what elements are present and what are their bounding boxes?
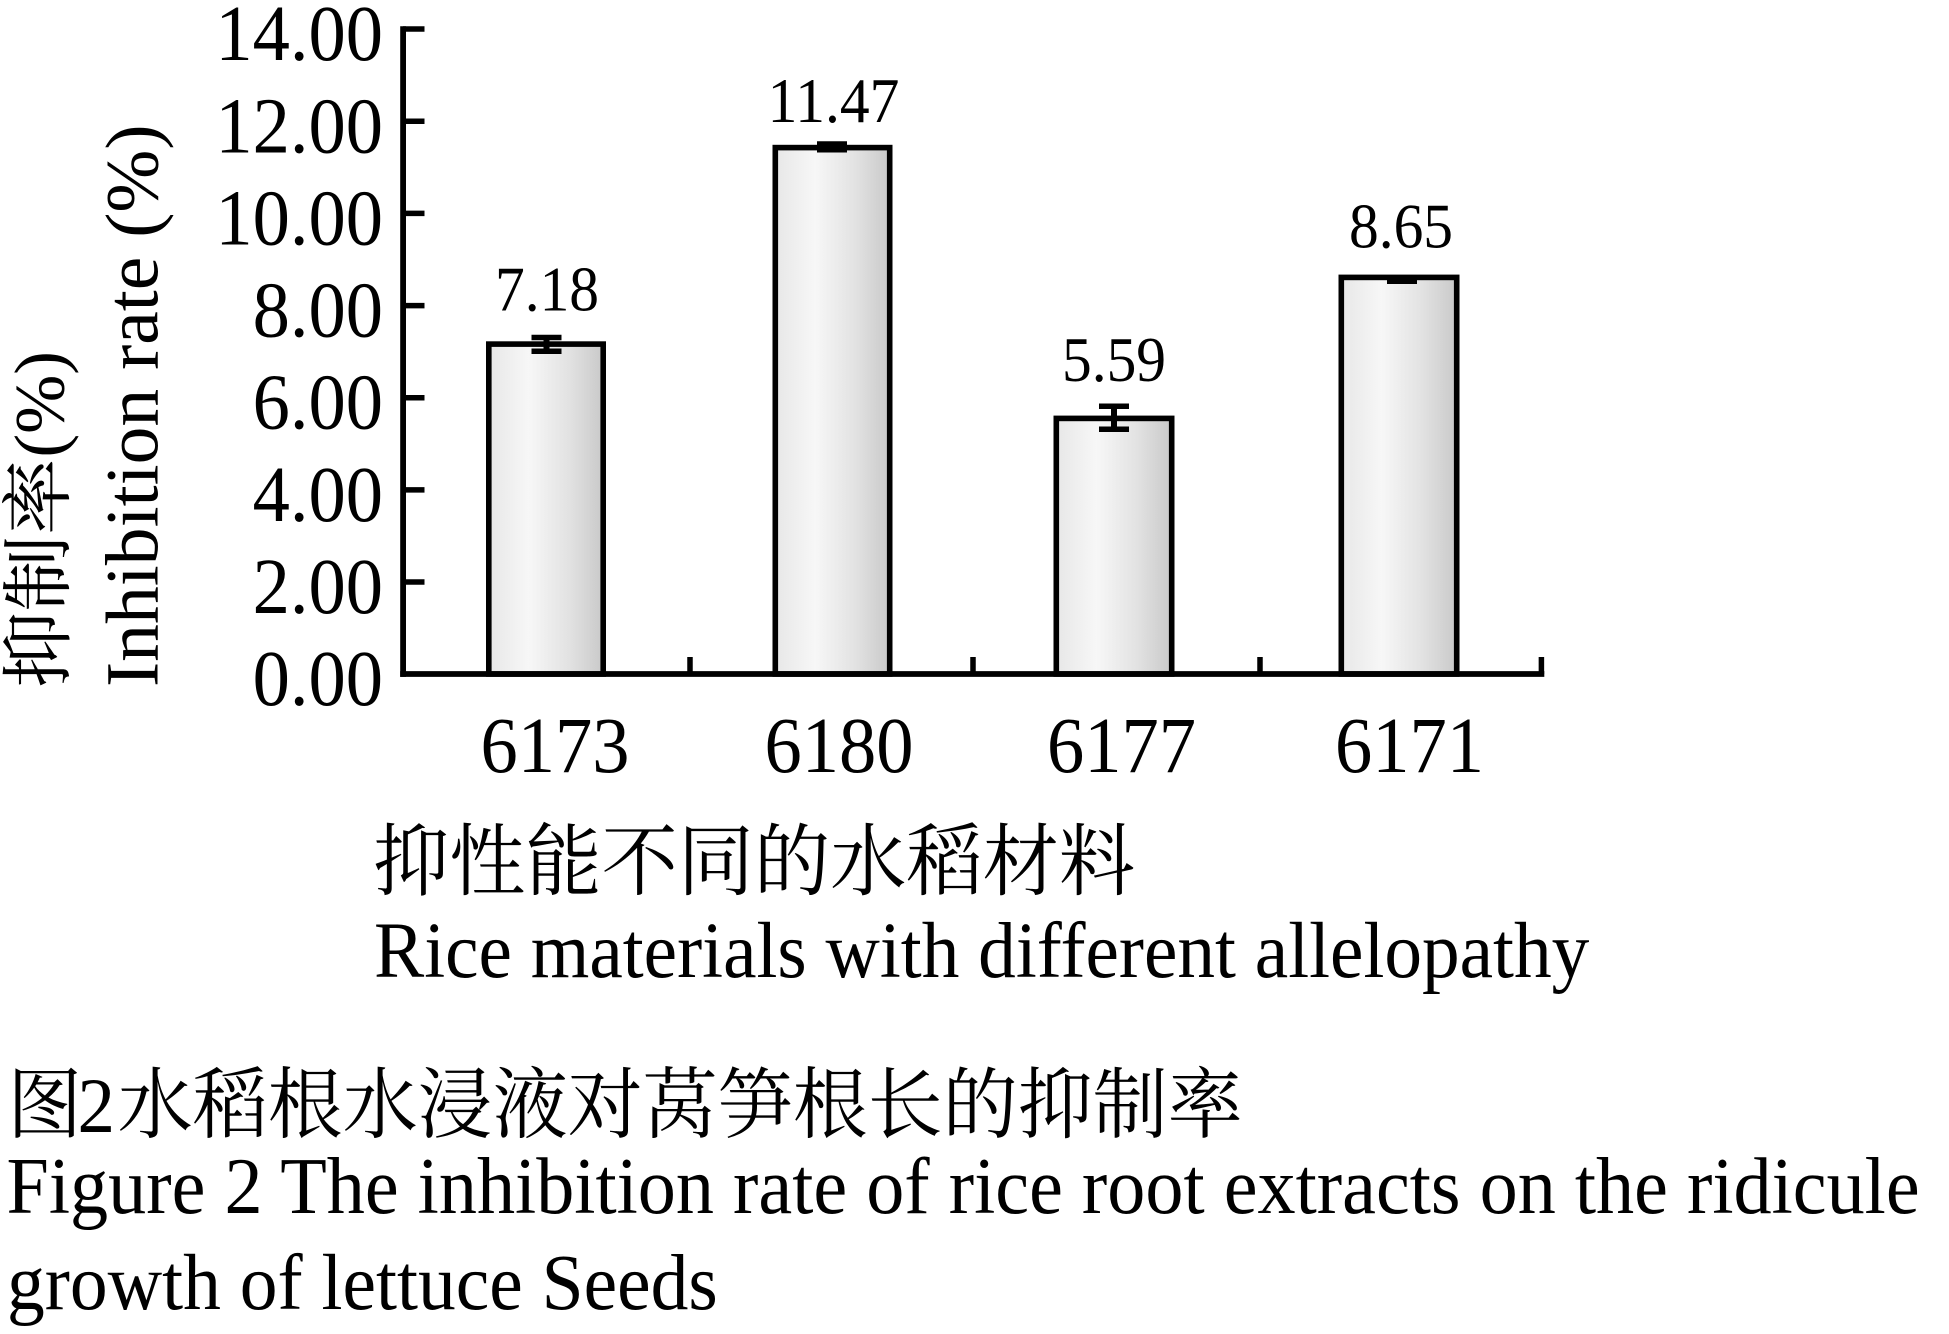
svg-text:growth of lettuce Seeds: growth of lettuce Seeds [7,1238,718,1326]
svg-text:8.65: 8.65 [1349,192,1453,262]
svg-text:2: 2 [78,1061,115,1149]
svg-text:11.47: 11.47 [768,66,900,136]
svg-text:10.00: 10.00 [215,173,383,262]
svg-text:(%): (%) [2,351,80,457]
svg-text:6.00: 6.00 [253,357,383,446]
svg-text:6177: 6177 [1047,701,1196,790]
svg-text:7.18: 7.18 [495,255,599,325]
svg-text:2.00: 2.00 [253,542,383,631]
svg-text:6171: 6171 [1335,701,1484,790]
svg-text:14.00: 14.00 [215,0,383,78]
svg-text:4.00: 4.00 [253,450,383,539]
svg-text:6180: 6180 [765,701,914,790]
svg-text:5.59: 5.59 [1062,325,1166,395]
svg-text:8.00: 8.00 [253,265,383,354]
svg-text:6173: 6173 [481,701,630,790]
svg-text:Rice materials with different: Rice materials with different allelopath… [374,906,1590,994]
svg-text:0.00: 0.00 [253,634,383,723]
svg-text:12.00: 12.00 [215,81,383,170]
svg-text:Figure 2 The inhibition rate o: Figure 2 The inhibition rate of rice roo… [7,1141,1920,1230]
svg-text:Inhibition rate (%): Inhibition rate (%) [92,124,175,687]
